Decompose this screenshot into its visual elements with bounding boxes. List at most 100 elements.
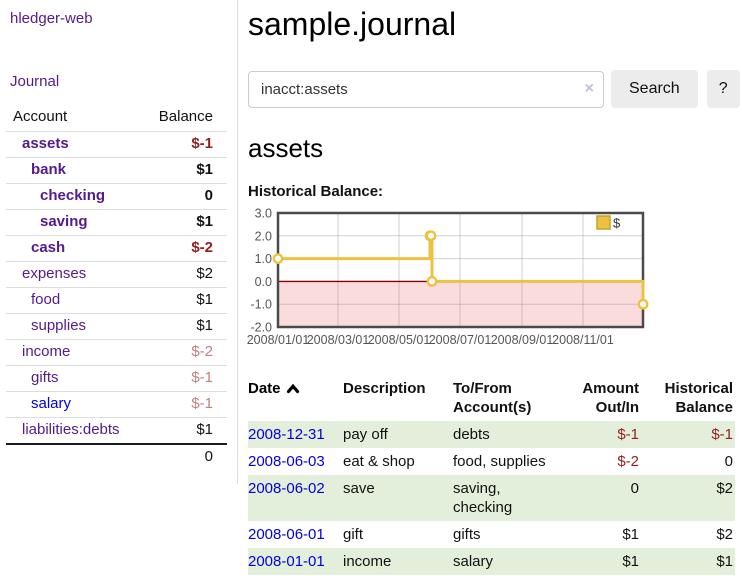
search-button[interactable]: Search xyxy=(611,70,698,108)
sidebar-account-link-assets[interactable]: assets xyxy=(22,135,69,152)
chart-heading: Historical Balance: xyxy=(248,183,384,200)
table-row: 2008-06-02 save saving, checking 0 $2 xyxy=(248,475,735,521)
cell-accounts: saving, checking xyxy=(453,480,513,516)
account-row: checking 0 xyxy=(6,183,227,209)
account-row: food $1 xyxy=(6,287,227,313)
account-row: saving $1 xyxy=(6,209,227,235)
cell-historical-balance: $-1 xyxy=(711,426,733,443)
caret-up-icon xyxy=(286,383,299,394)
account-total: 0 xyxy=(6,443,227,468)
accounts-column-header: Account xyxy=(13,108,68,125)
col-description: Description xyxy=(343,380,426,397)
cell-accounts: food, supplies xyxy=(453,453,546,470)
y-tick-label: 2.0 xyxy=(255,229,272,243)
sidebar-account-link-cash[interactable]: cash xyxy=(31,239,66,256)
sidebar-account-link-expenses[interactable]: expenses xyxy=(22,265,87,282)
x-tick-label: 2008/07/01 xyxy=(429,333,492,347)
cell-accounts: salary xyxy=(453,553,494,570)
table-row: 2008-01-01 income salary $1 $1 xyxy=(248,548,735,575)
sidebar-account-link-salary[interactable]: salary xyxy=(31,395,72,412)
cell-historical-balance: $1 xyxy=(716,553,733,570)
account-balance-table: Account Balance assets $-1 bank $1 checking 0… xyxy=(6,108,227,468)
y-tick-label: 1.0 xyxy=(255,252,272,266)
data-point-marker xyxy=(272,253,284,264)
sidebar-account-link-saving[interactable]: saving xyxy=(40,213,88,230)
sidebar-item-journal[interactable]: Journal xyxy=(10,73,60,90)
account-balance: $1 xyxy=(196,213,213,230)
y-tick-label: 0.0 xyxy=(255,275,272,289)
cell-amount: $1 xyxy=(622,553,639,570)
account-heading: assets xyxy=(248,133,324,163)
negative-region xyxy=(278,281,643,327)
cell-date: 2008-06-03 xyxy=(248,448,343,475)
account-row: expenses $2 xyxy=(6,261,227,287)
account-row: assets $-1 xyxy=(6,131,227,157)
sidebar-account-link-bank[interactable]: bank xyxy=(31,161,67,178)
y-tick-label: -2.0 xyxy=(250,321,272,335)
legend-label: $ xyxy=(613,216,621,231)
x-tick-label: 2008/09/01 xyxy=(491,333,554,347)
y-tick-label: -1.0 xyxy=(250,298,272,312)
data-point-marker xyxy=(637,298,649,310)
search-box: × xyxy=(248,70,604,108)
account-balance: $1 xyxy=(196,161,213,178)
x-tick-label: 2008/01/01 xyxy=(247,333,310,347)
cell-date: 2008-06-01 xyxy=(248,521,343,548)
sidebar-account-link-checking[interactable]: checking xyxy=(40,187,106,204)
sidebar-account-link-food[interactable]: food xyxy=(31,291,61,308)
account-table-header: Account Balance xyxy=(6,108,227,131)
clear-icon[interactable]: × xyxy=(584,79,594,97)
account-balance: $-1 xyxy=(191,369,213,386)
search-input[interactable] xyxy=(248,70,604,108)
sidebar-account-link-income[interactable]: income xyxy=(22,343,71,360)
legend-swatch xyxy=(596,215,611,230)
cell-description: income xyxy=(343,553,392,570)
cell-amount: $-2 xyxy=(617,453,639,470)
brand-link[interactable]: hledger-web xyxy=(10,10,93,27)
account-balance: $-1 xyxy=(191,395,213,412)
historical-balance-chart: $3.0 2.0 1.0 0.0 -1.0 -2.0 2008/01/01 2008/03/0… xyxy=(247,207,736,359)
cell-date: 2008-06-02 xyxy=(248,475,343,521)
cell-description: eat & shop xyxy=(343,453,415,470)
cell-accounts: debts xyxy=(453,426,490,443)
account-row: liabilities:debts $1 xyxy=(6,417,227,443)
data-point-marker xyxy=(426,276,438,287)
main-content: sample.journal × Search ? assets Histori… xyxy=(238,0,742,575)
col-historical-balance: Historical Balance xyxy=(664,380,733,416)
cell-amount: 0 xyxy=(630,480,639,497)
help-button[interactable]: ? xyxy=(706,70,740,108)
account-row: bank $1 xyxy=(6,157,227,183)
transaction-date-link[interactable]: 2008-12-31 xyxy=(248,426,325,443)
cell-description: pay off xyxy=(343,426,388,443)
table-row: 2008-12-31 pay off debts $-1 $-1 xyxy=(248,421,735,448)
transaction-date-link[interactable]: 2008-06-02 xyxy=(248,480,325,497)
sidebar-account-link-supplies[interactable]: supplies xyxy=(31,317,87,334)
transaction-date-link[interactable]: 2008-06-01 xyxy=(248,526,325,543)
transaction-date-link[interactable]: 2008-06-03 xyxy=(248,453,325,470)
sidebar-account-link-liabilities-debts[interactable]: liabilities:debts xyxy=(22,421,120,438)
account-balance: $-1 xyxy=(191,135,213,152)
x-tick-label: 2008/05/01 xyxy=(368,333,431,347)
balance-column-header: Balance xyxy=(158,108,213,125)
sidebar-account-link-gifts[interactable]: gifts xyxy=(31,369,59,386)
account-balance: $2 xyxy=(196,265,213,282)
cell-date: 2008-12-31 xyxy=(248,421,343,448)
chart-border xyxy=(276,211,645,329)
transaction-date-link[interactable]: 2008-01-01 xyxy=(248,553,325,570)
account-row: gifts $-1 xyxy=(6,365,227,391)
cell-description: save xyxy=(343,480,375,497)
account-row: income $-2 xyxy=(6,339,227,365)
sidebar: hledger-web Journal Account Balance asse… xyxy=(0,0,238,484)
account-balance: $-2 xyxy=(191,343,213,360)
cell-amount: $1 xyxy=(622,526,639,543)
table-row: 2008-06-03 eat & shop food, supplies $-2 0 xyxy=(248,448,735,475)
account-balance: 0 xyxy=(204,187,213,204)
account-row: salary $-1 xyxy=(6,391,227,417)
sort-by-date[interactable]: Date xyxy=(248,380,300,397)
account-balance: $1 xyxy=(196,317,213,334)
table-row: 2008-06-01 gift gifts $1 $2 xyxy=(248,521,735,548)
account-row: cash $-2 xyxy=(6,235,227,261)
col-amount: Amount Out/In xyxy=(582,380,639,416)
chart-svg: $3.0 2.0 1.0 0.0 -1.0 -2.02008/01/012008/03/0… xyxy=(247,207,649,347)
